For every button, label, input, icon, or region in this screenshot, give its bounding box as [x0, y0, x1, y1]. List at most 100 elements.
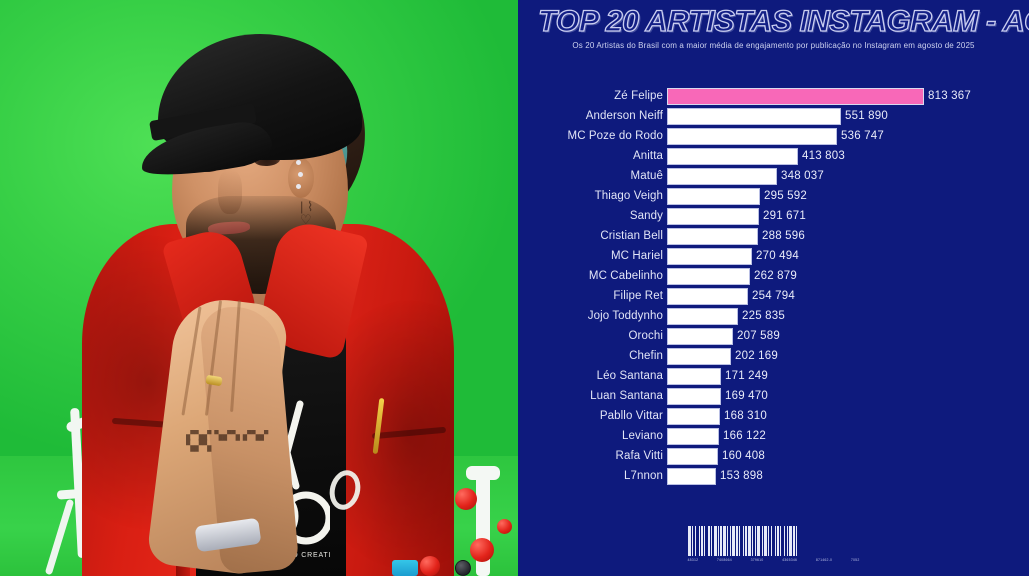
- barcode-bar: [729, 526, 731, 556]
- artist-name-label: Pabllo Vittar: [599, 410, 663, 422]
- chart-row: MC Cabelinho 262 879: [518, 266, 1029, 286]
- red-ball: [420, 556, 440, 576]
- bar-container: 169 470: [667, 386, 1029, 406]
- bar: [667, 247, 752, 265]
- bar: [667, 307, 738, 325]
- bar: [667, 267, 750, 285]
- bar-highlighted: [667, 87, 924, 105]
- hand-tattoo: ▞▚▞ ▚▞▚ ▞▚▞ ▚▞▚: [186, 430, 269, 452]
- barcode-bar: [700, 526, 703, 556]
- bar: [667, 387, 721, 405]
- bar-value-label: 348 037: [781, 170, 824, 182]
- barcode-bar: [792, 526, 795, 556]
- chart-row: Luan Santana 169 470: [518, 386, 1029, 406]
- bar-value-label: 291 671: [763, 210, 806, 222]
- artist-name-label: Thiago Veigh: [594, 190, 663, 202]
- bar: [667, 107, 841, 125]
- blue-prop: [392, 560, 418, 576]
- barcode-bar: [779, 526, 781, 556]
- bar-value-label: 288 596: [762, 230, 805, 242]
- artist-name-label: Sandy: [629, 210, 663, 222]
- barcode-bar: [707, 526, 710, 556]
- bar-container: 254 794: [667, 286, 1029, 306]
- barcode-bar: [776, 526, 779, 556]
- bar-container: 202 169: [667, 346, 1029, 366]
- bar-container: 413 803: [667, 146, 1029, 166]
- bar-container: 813 367: [667, 86, 1029, 106]
- barcode-bar: [703, 526, 705, 556]
- bar-chart: Zé Felipe 813 367 Anderson Neiff 551 890 MC …: [518, 86, 1029, 486]
- barcode-bar: [754, 526, 756, 556]
- bar: [667, 347, 731, 365]
- artist-name-label: MC Cabelinho: [588, 270, 663, 282]
- artist-name-label: Zé Felipe: [614, 90, 663, 102]
- chart-title: TOP 20 ARTISTAS INSTAGRAM - AGOSTO: [537, 5, 1029, 38]
- artist-name-label: Cristian Bell: [600, 230, 663, 242]
- bar-value-label: 262 879: [754, 270, 797, 282]
- bar-container: 270 494: [667, 246, 1029, 266]
- artist-name-label: Orochi: [628, 330, 663, 342]
- chart-row: Cristian Bell 288 596: [518, 226, 1029, 246]
- bar: [667, 287, 748, 305]
- artist-name-label: Anderson Neiff: [585, 110, 663, 122]
- barcode-bar: [788, 526, 792, 556]
- chart-row: Anderson Neiff 551 890: [518, 106, 1029, 126]
- bar: [667, 227, 758, 245]
- bar-container: 295 592: [667, 186, 1029, 206]
- earring: [296, 184, 301, 189]
- barcode-bar: [767, 526, 769, 556]
- nose: [218, 170, 242, 214]
- barcode-bar: [726, 526, 728, 556]
- artist-photo: QUADRO CREATI | ⌇ ♡: [0, 0, 518, 576]
- bar-container: 536 747: [667, 126, 1029, 146]
- barcode-text: 48312 7408664 379610 4365346 871462-0 7052: [688, 558, 860, 562]
- earring: [298, 172, 303, 177]
- artist-name-label: MC Hariel: [610, 250, 663, 262]
- bar-value-label: 160 408: [722, 450, 765, 462]
- barcode-bar: [744, 526, 747, 556]
- bar-container: 171 249: [667, 366, 1029, 386]
- chart-row: Matuê 348 037: [518, 166, 1029, 186]
- bar: [667, 367, 721, 385]
- bar-container: 207 589: [667, 326, 1029, 346]
- chart-row: Sandy 291 671: [518, 206, 1029, 226]
- barcode-bar: [687, 526, 691, 556]
- bar-value-label: 153 898: [720, 470, 763, 482]
- barcode-segment-text: 871462-0: [815, 558, 833, 562]
- barcode-bar: [763, 526, 767, 556]
- bar: [667, 447, 718, 465]
- chart-row: MC Poze do Rodo 536 747: [518, 126, 1029, 146]
- chart-row: Rafa Vitti 160 408: [518, 446, 1029, 466]
- barcode-bars: [687, 526, 860, 556]
- red-ball: [470, 538, 494, 562]
- bar-value-label: 202 169: [735, 350, 778, 362]
- chart-subtitle: Os 20 Artistas do Brasil com a maior méd…: [572, 41, 975, 50]
- barcode-bar: [738, 526, 740, 556]
- barcode-bar: [731, 526, 735, 556]
- bar-container: 153 898: [667, 466, 1029, 486]
- red-ball: [497, 519, 512, 534]
- chart-row: Filipe Ret 254 794: [518, 286, 1029, 306]
- studio-stand-right-arm: [466, 466, 500, 480]
- bar-value-label: 536 747: [841, 130, 884, 142]
- bar-container: 348 037: [667, 166, 1029, 186]
- artist-name-label: Rafa Vitti: [615, 450, 663, 462]
- barcode-bar: [795, 526, 797, 556]
- bar-value-label: 295 592: [764, 190, 807, 202]
- bar-value-label: 168 310: [724, 410, 767, 422]
- bar-value-label: 171 249: [725, 370, 768, 382]
- bar: [667, 167, 777, 185]
- barcode-segment-text: 7408664: [716, 558, 732, 562]
- bar-container: 168 310: [667, 406, 1029, 426]
- bar-container: 160 408: [667, 446, 1029, 466]
- artist-name-label: Léo Santana: [596, 370, 663, 382]
- bar-value-label: 254 794: [752, 290, 795, 302]
- bar: [667, 467, 716, 485]
- bar-value-label: 207 589: [737, 330, 780, 342]
- artist-name-label: Matuê: [630, 170, 663, 182]
- bar-container: 291 671: [667, 206, 1029, 226]
- barcode-segment-text: 4365346: [782, 558, 798, 562]
- barcode-bar: [722, 526, 726, 556]
- bar-value-label: 413 803: [802, 150, 845, 162]
- bar-container: 551 890: [667, 106, 1029, 126]
